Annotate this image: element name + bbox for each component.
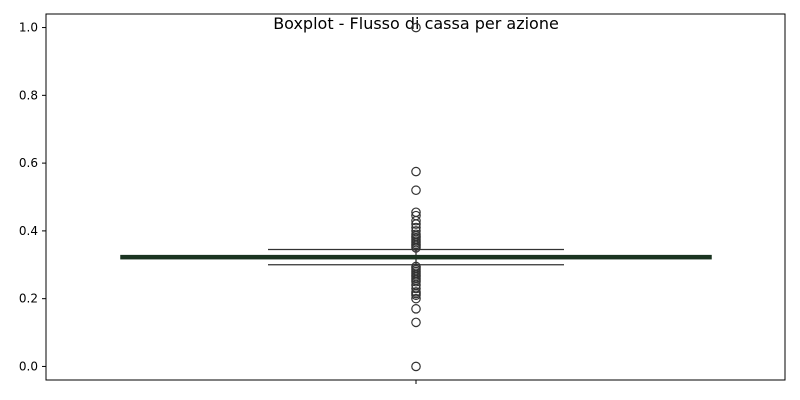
y-tick-label: 1.0: [19, 21, 38, 35]
outlier-point: [411, 207, 421, 218]
y-tick-label: 0.6: [19, 156, 38, 170]
outlier-point: [411, 304, 421, 314]
outlier-point: [411, 222, 421, 233]
y-tick-label: 0.2: [19, 292, 38, 306]
outlier-point: [411, 317, 421, 328]
y-tick-label: 0.8: [19, 88, 38, 102]
outliers-group: [411, 22, 421, 372]
box-group: [120, 248, 712, 266]
outlier-point: [411, 261, 421, 272]
outlier-point: [411, 166, 421, 177]
outlier-point: [411, 210, 421, 221]
outlier-point: [411, 293, 421, 304]
y-tick-label: 0.0: [19, 359, 38, 373]
outlier-point: [411, 185, 421, 196]
plot-frame: [45, 13, 786, 381]
outlier-point: [411, 226, 421, 236]
y-tick-label: 0.4: [19, 224, 38, 238]
outlier-point: [411, 229, 421, 240]
y-axis: 0.0 0.2 0.4 0.6 0.8 1.0: [19, 21, 46, 373]
outlier-point: [411, 287, 421, 297]
outlier-point: [411, 22, 421, 33]
outlier-point: [411, 361, 421, 372]
